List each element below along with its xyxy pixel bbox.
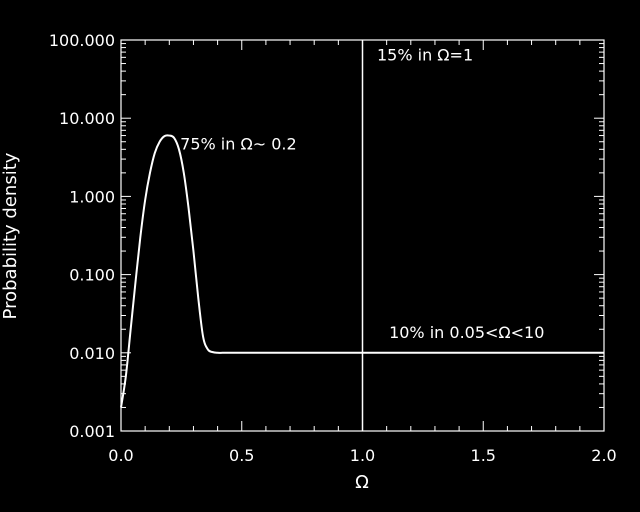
x-tick-label: 1.5 <box>471 446 496 465</box>
x-axis-ticks: 0.0 0.5 1.0 1.5 2.0 <box>108 40 617 465</box>
density-line <box>120 134 604 408</box>
y-tick-label: 10.000 <box>59 109 115 128</box>
series <box>120 134 604 408</box>
y-tick-label: 1.000 <box>69 187 115 206</box>
y-tick-label: 0.001 <box>69 422 115 441</box>
x-tick-label: 1.0 <box>350 446 375 465</box>
y-tick-label: 0.010 <box>69 344 115 363</box>
x-tick-label: 2.0 <box>591 446 616 465</box>
annotations: 75% in Ω~ 0.2 15% in Ω=1 10% in 0.05<Ω<10 <box>180 45 544 342</box>
y-tick-label: 100.000 <box>49 31 115 50</box>
y-axis-label: Probability density <box>0 152 21 319</box>
x-tick-label: 0.0 <box>108 446 133 465</box>
x-axis-label: Ω <box>355 472 369 493</box>
annotation-label: 15% in Ω=1 <box>377 45 473 64</box>
y-axis-ticks: 0.001 0.010 0.100 1.000 10.000 100.000 <box>49 31 604 441</box>
x-tick-label: 0.5 <box>229 446 254 465</box>
annotation-label: 10% in 0.05<Ω<10 <box>389 323 544 342</box>
annotation-label: 75% in Ω~ 0.2 <box>180 134 296 153</box>
y-tick-label: 0.100 <box>69 266 115 285</box>
